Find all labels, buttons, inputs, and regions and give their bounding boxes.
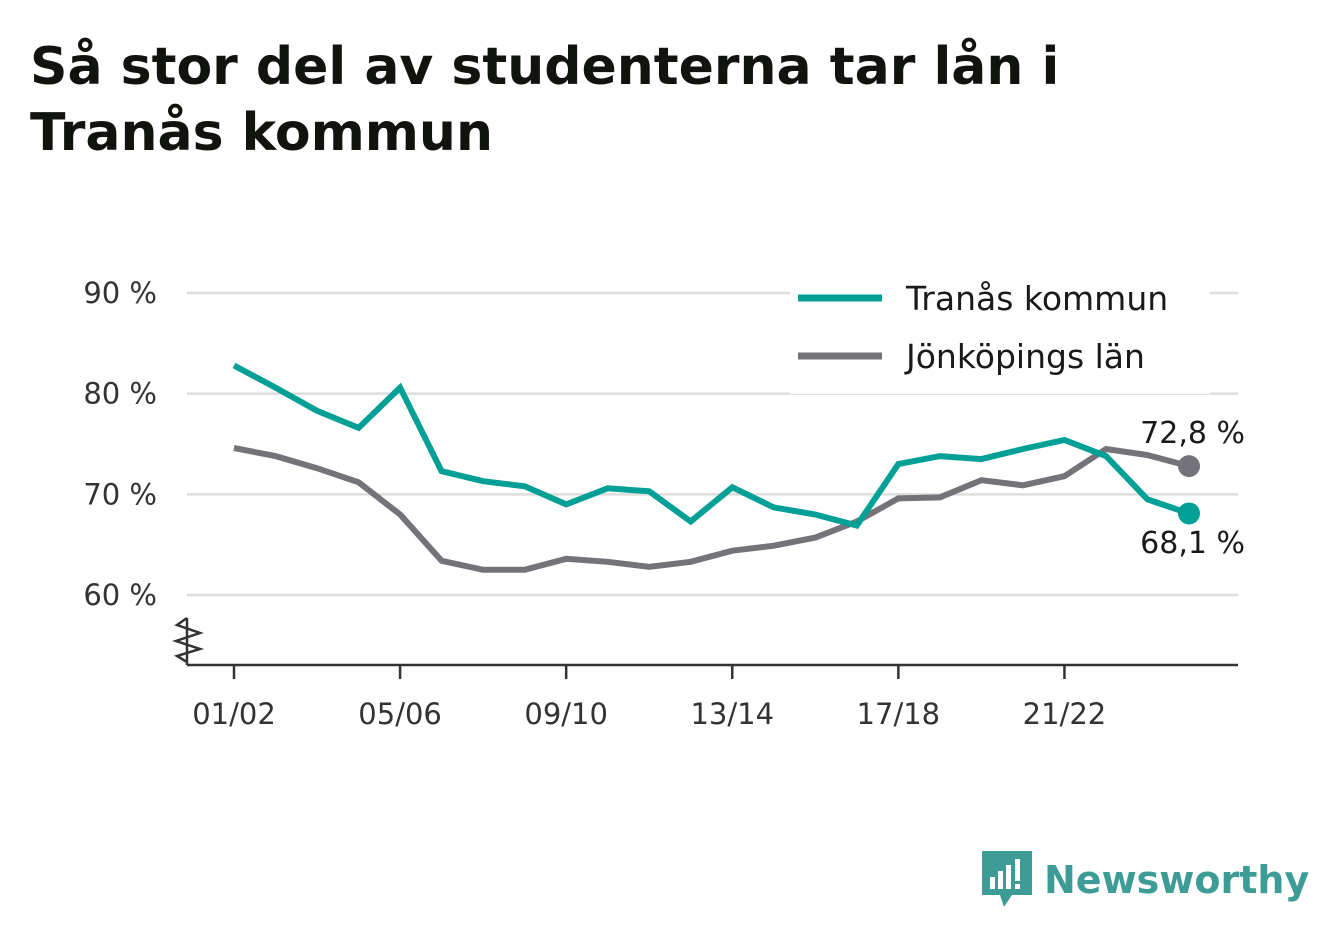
y-tick-label: 90 % xyxy=(83,276,157,310)
legend-label-0: Tranås kommun xyxy=(905,279,1168,318)
legend-label-1: Jönköpings län xyxy=(904,337,1145,376)
end-labels: 68,1 % 72,8 % xyxy=(1140,416,1245,561)
y-tick-label: 70 % xyxy=(83,477,157,511)
end-label-series-1: 72,8 % xyxy=(1140,416,1245,451)
newsworthy-logo-icon xyxy=(982,851,1032,907)
newsworthy-brand: Newsworthy xyxy=(982,850,1309,910)
x-tick-label: 01/02 xyxy=(192,697,276,731)
y-tick-label: 80 % xyxy=(83,377,157,411)
x-tick-label: 09/10 xyxy=(524,697,608,731)
chart-title: Så stor del av studenterna tar lån i Tra… xyxy=(30,37,1060,163)
brand-name: Newsworthy xyxy=(1044,858,1310,902)
series-end-point-1 xyxy=(1178,455,1200,478)
x-tick-label: 17/18 xyxy=(857,697,941,731)
series-line-0 xyxy=(232,362,1190,529)
axes: 60 % 70 % 80 % 90 % 01/02 05/06 09/10 13/14 17/1… xyxy=(83,276,1238,731)
x-tick-label: 05/06 xyxy=(358,697,442,731)
axis-break xyxy=(172,616,205,664)
series-line-1 xyxy=(233,445,1190,573)
series-lines xyxy=(232,362,1200,573)
x-tick-label: 21/22 xyxy=(1023,697,1107,731)
series-end-point-0 xyxy=(1178,502,1200,525)
x-tick-label: 13/14 xyxy=(690,697,774,731)
end-label-series-0: 68,1 % xyxy=(1140,526,1245,561)
y-tick-label: 60 % xyxy=(83,578,157,612)
legend: Tranås kommun Jönköpings län xyxy=(790,276,1210,394)
